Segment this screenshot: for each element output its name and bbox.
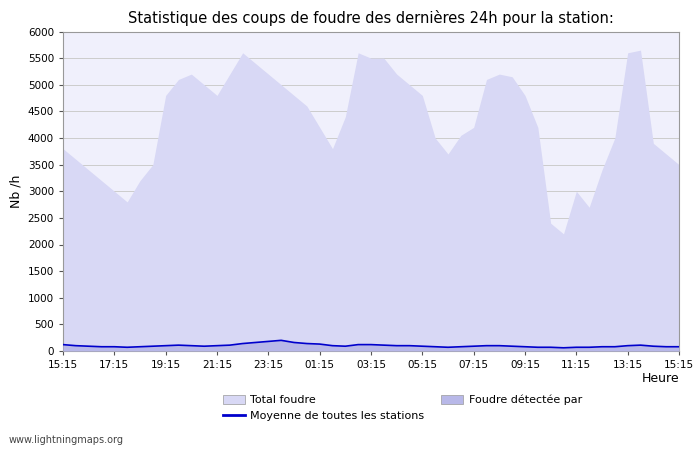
Y-axis label: Nb /h: Nb /h bbox=[9, 175, 22, 208]
Legend: Total foudre, Moyenne de toutes les stations, Foudre détectée par: Total foudre, Moyenne de toutes les stat… bbox=[223, 395, 582, 421]
Text: Heure: Heure bbox=[641, 372, 679, 385]
Title: Statistique des coups de foudre des dernières 24h pour la station:: Statistique des coups de foudre des dern… bbox=[128, 10, 614, 26]
Text: www.lightningmaps.org: www.lightningmaps.org bbox=[8, 435, 123, 445]
